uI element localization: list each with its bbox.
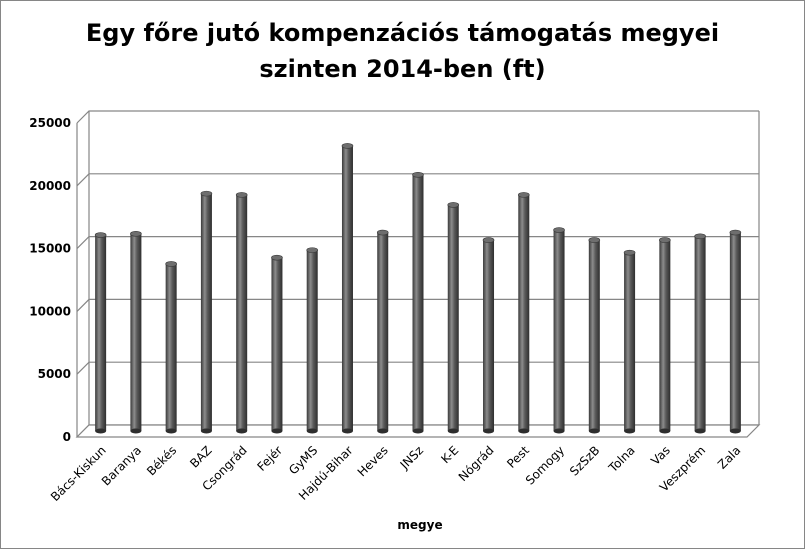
y-tick-label: 0 xyxy=(63,430,71,444)
y-tick-label: 10000 xyxy=(29,304,71,318)
bar xyxy=(588,237,601,434)
bar xyxy=(623,249,636,434)
x-axis-title: megye xyxy=(397,518,442,532)
x-tick-label: Fejér xyxy=(254,443,285,474)
x-tick-label: Zala xyxy=(715,443,743,471)
bar xyxy=(165,261,177,434)
x-tick-label: GyMS xyxy=(286,443,320,477)
y-tick-label: 15000 xyxy=(29,242,71,256)
bar xyxy=(659,237,671,434)
bar xyxy=(447,202,460,434)
gridline xyxy=(76,110,759,124)
bar xyxy=(482,237,495,434)
x-tick-label: K-E xyxy=(438,443,461,466)
bar xyxy=(729,229,742,434)
bar xyxy=(341,143,354,434)
bar xyxy=(235,192,248,434)
x-tick-label: Tolna xyxy=(605,443,637,475)
bar xyxy=(130,231,142,434)
x-tick-label: Pest xyxy=(504,443,532,471)
x-tick-label: SzSzB xyxy=(567,443,602,478)
axes xyxy=(75,111,761,438)
bar xyxy=(517,192,530,434)
chart-title: Egy főre jutó kompenzációs támogatás meg… xyxy=(1,15,804,87)
x-tick-label: BAZ xyxy=(187,443,214,470)
bar xyxy=(271,254,283,434)
bars xyxy=(94,143,742,434)
bar xyxy=(94,232,107,434)
bar xyxy=(412,171,424,434)
x-tick-label: Heves xyxy=(355,443,391,479)
x-tick-label: Békés xyxy=(144,443,179,478)
y-tick-labels: 0 5000 10000 15000 20000 25000 xyxy=(29,116,71,444)
bar xyxy=(694,233,706,434)
bar xyxy=(553,227,565,434)
chart-title-line-2: szinten 2014-ben (ft) xyxy=(259,55,546,83)
x-tick-label: Somogy xyxy=(523,443,567,487)
chart-title-line-1: Egy főre jutó kompenzációs támogatás meg… xyxy=(85,19,720,47)
y-tick-label: 25000 xyxy=(29,116,71,130)
x-tick-label: JNSz xyxy=(397,443,426,472)
x-tick-label: Vas xyxy=(648,443,673,468)
x-tick-label: Nógrád xyxy=(456,443,497,484)
y-tick-label: 5000 xyxy=(38,367,71,381)
bar xyxy=(376,229,389,434)
bar xyxy=(306,247,319,434)
bar xyxy=(200,190,213,434)
y-tick-label: 20000 xyxy=(29,179,71,193)
x-tick-label: Bács-Kiskun xyxy=(48,443,109,504)
